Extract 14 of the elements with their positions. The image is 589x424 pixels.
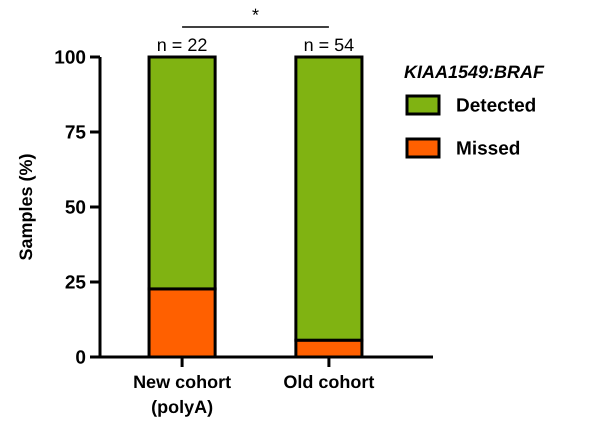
x-tick-label: New cohort (polyA) <box>133 372 232 417</box>
annotation: n = 22 <box>156 35 208 55</box>
y-tick-label: 75 <box>64 122 86 144</box>
legend-title: KIAA1549:BRAF <box>404 62 546 82</box>
x-tick-label: Old cohort <box>283 372 374 392</box>
y-tick-label: 0 <box>75 348 86 369</box>
y-tick-label: 100 <box>54 48 86 69</box>
legend-label: Missed <box>456 138 520 160</box>
legend-label: Detected <box>456 96 536 117</box>
y-tick-label: 50 <box>64 198 86 219</box>
y-tick-label: 25 <box>64 272 86 294</box>
y-axis-title: Samples (%) <box>16 153 36 261</box>
annotation: n = 54 <box>304 35 354 55</box>
text: * <box>252 5 260 25</box>
